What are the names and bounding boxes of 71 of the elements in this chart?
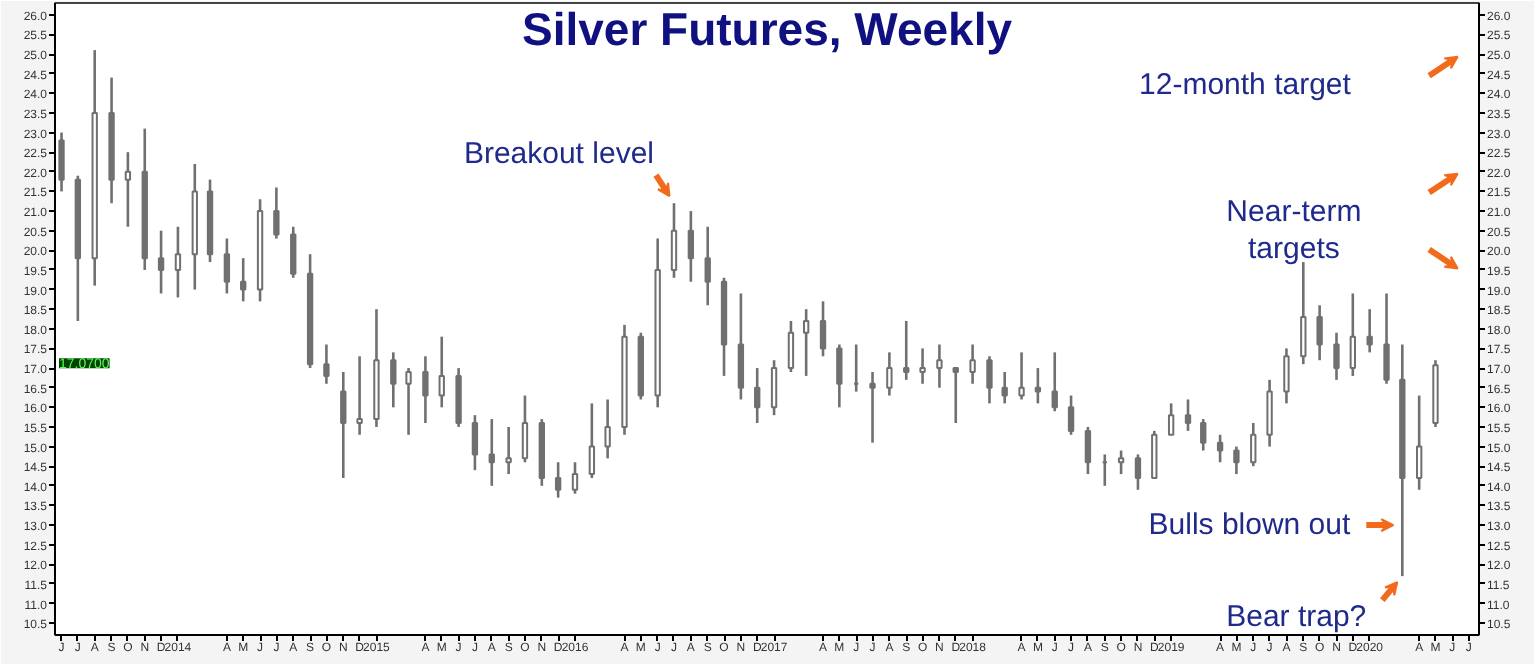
candlestick (124, 150, 132, 229)
candlestick (1333, 331, 1340, 382)
candlestick (1084, 425, 1092, 476)
candlestick (1134, 453, 1142, 492)
candlestick (240, 256, 247, 303)
candlestick (471, 413, 479, 472)
candlestick (1415, 394, 1423, 492)
candlestick (886, 351, 893, 397)
candlestick (1034, 366, 1042, 405)
candlestick (670, 201, 678, 280)
candlestick (1001, 370, 1008, 405)
candlestick (1051, 351, 1058, 413)
candlestick (604, 398, 611, 460)
candlestick (1184, 398, 1192, 433)
candlestick (290, 225, 297, 280)
candlestick (1151, 429, 1158, 480)
candlestick (903, 319, 910, 382)
annotation: Bulls blown out (1148, 508, 1352, 543)
candlestick (819, 300, 827, 358)
candlestick (1167, 402, 1175, 437)
candlestick (1283, 347, 1290, 405)
annotation: Breakout level (463, 137, 655, 172)
candlestick (422, 354, 429, 425)
candlestick (936, 343, 943, 389)
candlestick (356, 354, 363, 437)
candlestick (1216, 433, 1224, 464)
candlestick (455, 366, 462, 429)
candlestick (438, 335, 445, 409)
candlestick (952, 366, 959, 425)
candlestick (687, 209, 695, 284)
candlestick (340, 370, 347, 480)
candlestick (969, 343, 976, 386)
candlestick (588, 402, 596, 480)
candlestick (770, 358, 778, 417)
candlestick (554, 460, 562, 499)
candlestick (1366, 307, 1373, 354)
chart-title: Silver Futures, Weekly (521, 3, 1013, 55)
candlestick (571, 460, 579, 495)
candlestick (174, 225, 182, 299)
candlestick (787, 319, 795, 374)
candlestick (1200, 417, 1207, 452)
candlestick (1117, 449, 1125, 476)
candlestick (488, 417, 495, 488)
candlestick (157, 229, 165, 295)
candlestick (521, 394, 529, 464)
candlestick (405, 366, 412, 437)
candlestick (737, 292, 745, 401)
candlestick (505, 425, 512, 476)
candlestick (390, 351, 397, 409)
candlestick (986, 354, 993, 405)
candlestick (836, 343, 843, 409)
candlestick (1067, 394, 1075, 437)
annotation: Bear trap? (1226, 600, 1367, 635)
candlestick (919, 347, 926, 386)
candlestick (754, 366, 761, 425)
candlestick (323, 343, 330, 386)
annotation: Near-term targets (1226, 194, 1362, 267)
candlestick (1349, 292, 1356, 378)
candlestick (704, 225, 711, 307)
candlestick (1018, 351, 1025, 401)
candlestick (802, 307, 810, 378)
candlestick (273, 186, 280, 240)
annotation: 12-month target (1139, 68, 1353, 103)
candlestick (58, 131, 65, 193)
candlestick (1266, 378, 1273, 448)
candlestick (1316, 303, 1323, 362)
candlestick (1383, 292, 1390, 386)
candlestick (223, 237, 231, 295)
candlestick (1250, 421, 1257, 468)
candlestick (1233, 445, 1240, 476)
candlestick (869, 370, 876, 444)
